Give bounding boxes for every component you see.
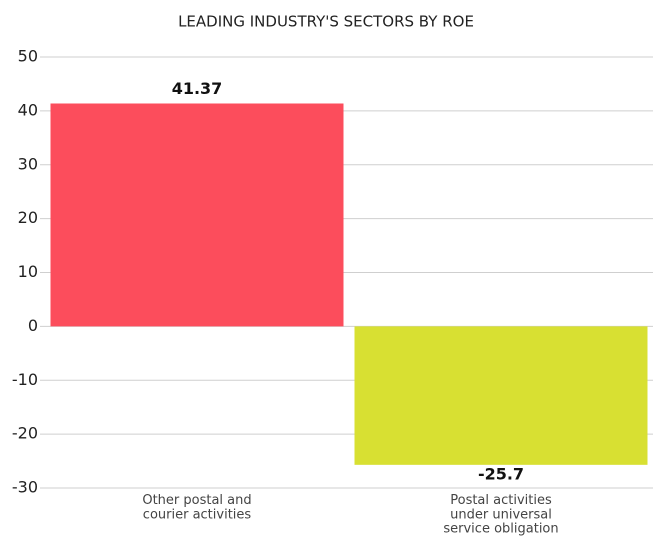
y-tick-label: 30 xyxy=(18,154,38,173)
label-line: service obligation xyxy=(443,521,558,536)
label-line: courier activities xyxy=(143,507,252,522)
y-tick-label: -20 xyxy=(12,424,38,443)
label-line: Other postal and xyxy=(142,493,251,508)
label-line: under universal xyxy=(450,507,552,522)
bar xyxy=(354,326,648,465)
y-tick-label: 20 xyxy=(18,208,38,227)
value-label: 41.37 xyxy=(172,79,223,98)
x-tick-label: Postal activities under universal service … xyxy=(443,493,558,537)
label-line: Postal activities xyxy=(450,493,552,508)
y-tick-label: 40 xyxy=(18,100,38,119)
y-tick-label: -30 xyxy=(12,478,38,497)
y-tick-label: 50 xyxy=(18,47,38,66)
value-label: -25.7 xyxy=(478,464,524,483)
chart-title: LEADING INDUSTRY'S SECTORS BY ROE xyxy=(178,13,474,31)
bar xyxy=(50,103,344,327)
y-tick-label: -10 xyxy=(12,370,38,389)
x-tick-label: Other postal and courier activities xyxy=(142,493,251,522)
y-tick-label: 0 xyxy=(28,316,38,335)
y-tick-label: 10 xyxy=(18,262,38,281)
